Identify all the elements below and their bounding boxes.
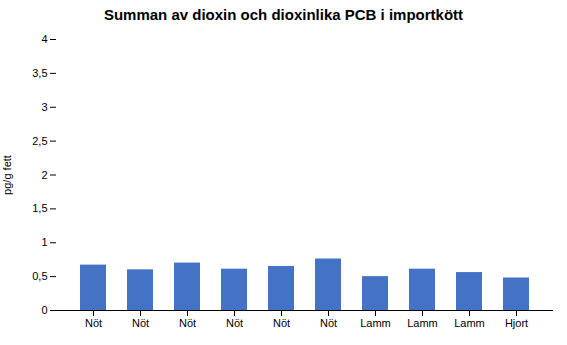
svg-text:2: 2 bbox=[41, 169, 47, 181]
svg-text:Lamm: Lamm bbox=[454, 317, 485, 329]
svg-text:Nöt: Nöt bbox=[226, 317, 243, 329]
svg-text:1,5: 1,5 bbox=[32, 202, 47, 214]
svg-text:4: 4 bbox=[41, 33, 47, 45]
svg-text:Nöt: Nöt bbox=[273, 317, 290, 329]
svg-text:3,5: 3,5 bbox=[32, 67, 47, 79]
html-text:Summan av dioxin och dioxinlik: Summan av dioxin och dioxinlika PCB i im… bbox=[103, 6, 464, 23]
svg-text:pg/g fett: pg/g fett bbox=[1, 155, 13, 195]
svg-text:Nöt: Nöt bbox=[132, 317, 149, 329]
svg-text:2,5: 2,5 bbox=[32, 135, 47, 147]
svg-text:Lamm: Lamm bbox=[407, 317, 438, 329]
svg-text:Hjort: Hjort bbox=[505, 317, 528, 329]
svg-text:Nöt: Nöt bbox=[179, 317, 196, 329]
svg-text:0,5: 0,5 bbox=[32, 270, 47, 282]
svg-text:3: 3 bbox=[41, 101, 47, 113]
svg-text:0: 0 bbox=[41, 304, 47, 316]
svg-text:Nöt: Nöt bbox=[320, 317, 337, 329]
svg-text:1: 1 bbox=[41, 236, 47, 248]
svg-text:Lamm: Lamm bbox=[360, 317, 391, 329]
svg-text:Nöt: Nöt bbox=[85, 317, 102, 329]
